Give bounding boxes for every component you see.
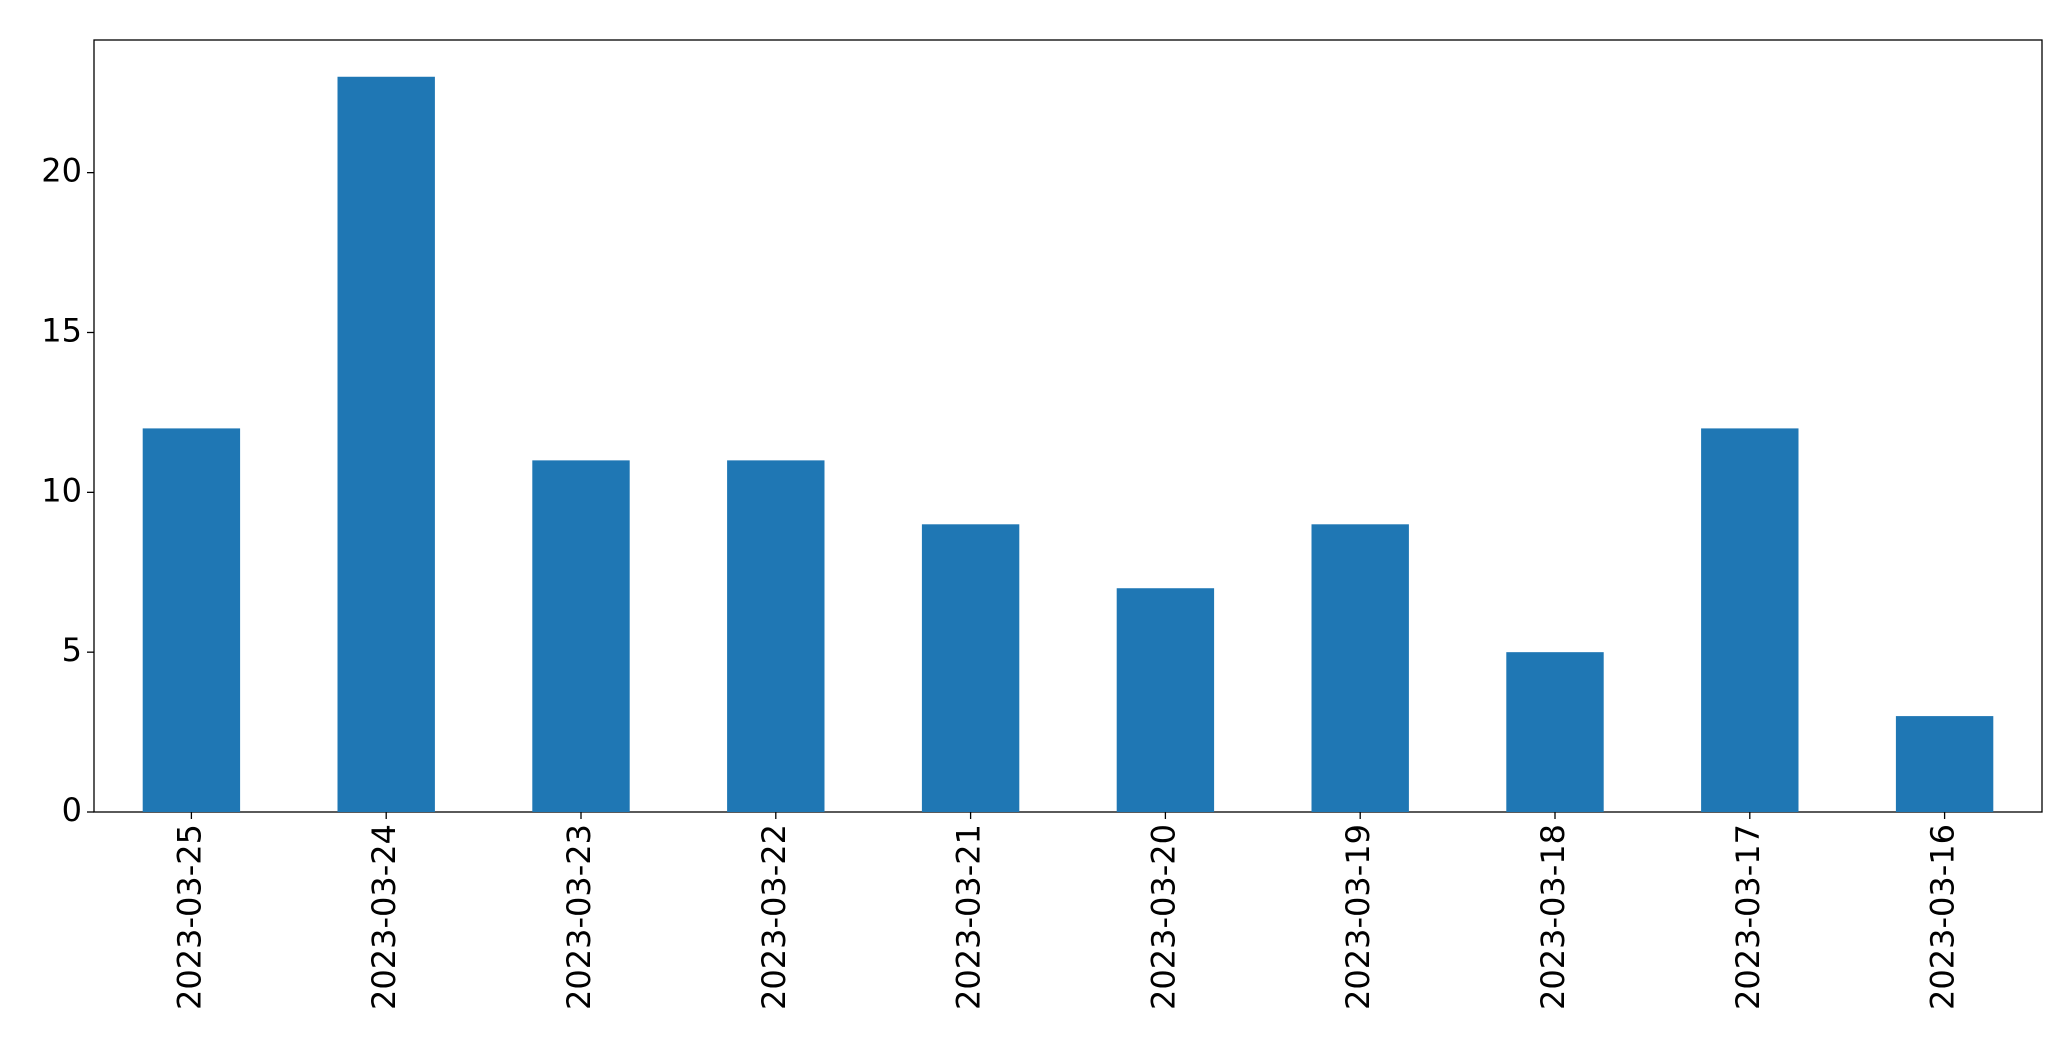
bar (1116, 588, 1215, 812)
x-tick-label: 2023-03-21 (950, 824, 988, 1010)
bar (532, 460, 630, 812)
bar (337, 76, 435, 812)
x-tick-label: 2023-03-19 (1339, 824, 1377, 1010)
y-tick-label: 15 (41, 311, 82, 349)
x-tick-label: 2023-03-24 (365, 824, 403, 1010)
y-tick-label: 20 (41, 152, 82, 190)
bar (727, 460, 825, 812)
x-tick-label: 2023-03-22 (755, 824, 793, 1010)
y-tick-label: 5 (62, 631, 82, 669)
bar (1701, 428, 1799, 812)
x-tick-label: 2023-03-17 (1729, 824, 1767, 1010)
x-tick-label: 2023-03-23 (560, 824, 598, 1010)
x-tick-label: 2023-03-25 (170, 824, 208, 1010)
bar (1311, 524, 1409, 812)
y-tick-label: 10 (41, 471, 82, 509)
x-tick-label: 2023-03-16 (1924, 824, 1962, 1010)
bar (1506, 652, 1604, 812)
y-tick-label: 0 (62, 791, 82, 829)
bar (1895, 716, 1994, 812)
plot-frame (93, 39, 2043, 813)
bar (921, 524, 1020, 812)
x-tick-label: 2023-03-20 (1144, 824, 1182, 1010)
bar (142, 428, 241, 812)
x-tick-label: 2023-03-18 (1534, 824, 1572, 1010)
